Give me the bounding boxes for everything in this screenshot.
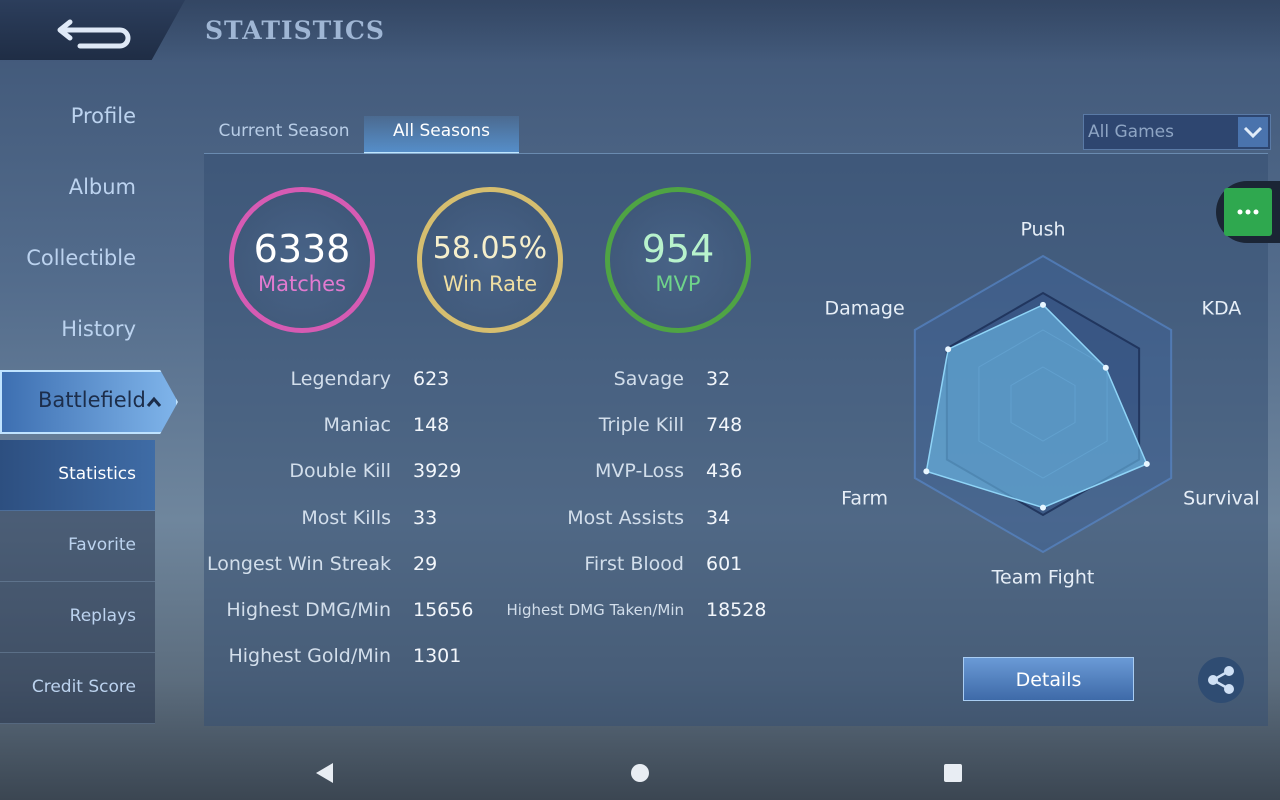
stat-label: MVP-Loss xyxy=(595,460,684,483)
stat-value: 18528 xyxy=(706,599,767,621)
radar-point xyxy=(1040,504,1046,511)
back-button[interactable] xyxy=(0,0,185,60)
tab[interactable]: Current Season xyxy=(218,121,350,141)
summary-value: 6338 xyxy=(253,227,351,271)
subnav-item[interactable]: Replays xyxy=(69,606,136,626)
stat-label: Legendary xyxy=(290,368,392,390)
subnav-bg xyxy=(0,511,155,582)
stat-label: Highest DMG Taken/Min xyxy=(506,601,684,619)
tab-active[interactable]: All Seasons xyxy=(364,116,519,154)
share-button[interactable] xyxy=(1198,657,1244,703)
summary-circle: 954 MVP xyxy=(605,187,751,333)
subnav-bg xyxy=(0,582,155,653)
summary-label: Matches xyxy=(258,272,346,296)
summary-label: Win Rate xyxy=(442,272,538,296)
radar-point xyxy=(1143,460,1150,467)
system-nav xyxy=(316,763,962,783)
nav-recent[interactable] xyxy=(944,764,962,782)
summary-value: 954 xyxy=(641,227,715,271)
radar-axis-label: Push xyxy=(1020,219,1065,241)
dropdown[interactable]: All Games xyxy=(1083,114,1271,150)
stat-value: 436 xyxy=(706,460,743,483)
radar-axis-label: Team Fight xyxy=(991,567,1095,589)
radar-axis-label: Survival xyxy=(1183,488,1260,510)
stat-value: 148 xyxy=(413,414,450,437)
stat-label: Highest Gold/Min xyxy=(228,645,391,668)
stat-label: Highest DMG/Min xyxy=(226,599,391,621)
nav-item[interactable]: Collectible xyxy=(26,246,136,270)
stat-value: 601 xyxy=(706,552,743,575)
stat-label: Most Assists xyxy=(567,506,684,529)
stat-value: 3929 xyxy=(413,460,462,483)
radar-axis-label: Damage xyxy=(825,298,905,320)
nav-back[interactable] xyxy=(316,763,333,783)
stat-value: 34 xyxy=(706,506,731,529)
subnav-item[interactable]: Favorite xyxy=(68,535,136,555)
more-icon xyxy=(1237,209,1259,215)
stat-value: 15656 xyxy=(413,599,474,621)
stat-label: Savage xyxy=(613,368,684,390)
radar-axis-label: Farm xyxy=(841,488,888,510)
stat-value: 1301 xyxy=(413,645,462,668)
details-button[interactable]: Details xyxy=(963,657,1134,701)
summary-circle: 6338 Matches xyxy=(229,187,375,333)
radar-axis-label: KDA xyxy=(1202,298,1242,320)
subnav-active[interactable] xyxy=(0,440,155,511)
top-bar xyxy=(0,0,1280,62)
nav-item[interactable]: History xyxy=(61,317,136,341)
subnav-bg xyxy=(0,653,155,724)
dropdown-text: All Games xyxy=(1088,122,1174,142)
more-button[interactable] xyxy=(1224,188,1272,236)
share-icon xyxy=(1208,666,1234,694)
summary-circle: 58.05% Win Rate xyxy=(417,187,563,333)
dropdown-arrow xyxy=(1238,117,1268,147)
stat-label: First Blood xyxy=(584,552,684,575)
radar-point xyxy=(945,346,952,353)
nav-home[interactable] xyxy=(631,764,649,782)
stat-label: Longest Win Streak xyxy=(206,552,391,575)
stat-value: 32 xyxy=(706,368,731,390)
stat-label: Most Kills xyxy=(301,506,391,529)
stat-label: Triple Kill xyxy=(598,414,684,437)
stat-label: Maniac xyxy=(323,414,391,437)
subnav-item[interactable]: Statistics xyxy=(58,464,136,484)
stat-value: 623 xyxy=(413,368,450,390)
page-title: STATISTICS xyxy=(205,16,385,45)
radar-point xyxy=(1040,301,1046,308)
nav-item-active[interactable] xyxy=(0,370,178,434)
summary-label: MVP xyxy=(655,272,701,296)
radar-point xyxy=(1102,364,1109,371)
nav-item[interactable]: Profile xyxy=(70,104,136,128)
stat-value: 748 xyxy=(706,414,743,437)
nav-item[interactable]: Battlefield xyxy=(38,388,146,412)
collapse-icon xyxy=(146,396,162,407)
summary-value: 58.05% xyxy=(432,231,548,266)
nav-item[interactable]: Album xyxy=(68,175,136,199)
radar-point xyxy=(923,468,930,475)
back-icon xyxy=(57,19,131,49)
stat-value: 29 xyxy=(413,552,438,575)
subnav-item[interactable]: Credit Score xyxy=(31,677,136,697)
radar-chart: Push KDA Survival Team Fight Farm Damage xyxy=(825,219,1260,589)
stat-value: 33 xyxy=(413,506,438,529)
stat-label: Double Kill xyxy=(289,460,391,483)
arrow-icon xyxy=(1243,126,1263,139)
